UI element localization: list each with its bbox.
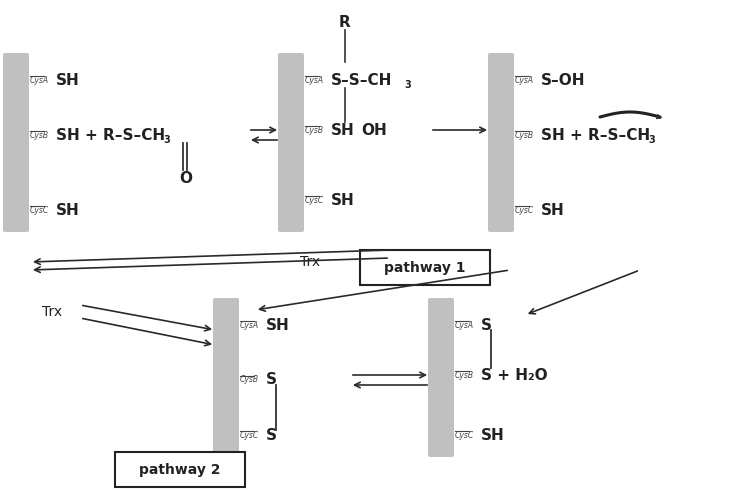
Text: CysC: CysC — [240, 431, 259, 439]
Text: O: O — [179, 170, 192, 186]
Text: S: S — [481, 318, 492, 332]
Text: Trx: Trx — [42, 305, 62, 319]
FancyBboxPatch shape — [278, 53, 304, 232]
Text: OH: OH — [361, 122, 387, 137]
FancyBboxPatch shape — [428, 298, 454, 457]
Text: pathway 1: pathway 1 — [384, 261, 465, 275]
Text: SH: SH — [541, 202, 565, 218]
Text: SH: SH — [481, 428, 505, 442]
FancyBboxPatch shape — [3, 53, 29, 232]
Text: CysC: CysC — [515, 206, 534, 215]
Text: SH + R–S–CH: SH + R–S–CH — [56, 128, 165, 142]
Text: 3: 3 — [404, 80, 411, 90]
Text: S + H₂O: S + H₂O — [481, 367, 548, 382]
Text: CysB: CysB — [515, 131, 534, 139]
Text: SH: SH — [56, 202, 80, 218]
Text: CysC: CysC — [30, 206, 49, 215]
Text: S: S — [266, 428, 277, 442]
Text: SH: SH — [331, 192, 355, 208]
FancyBboxPatch shape — [115, 452, 245, 487]
Text: Trx: Trx — [300, 255, 320, 269]
Text: CysA: CysA — [515, 76, 534, 84]
Text: SH: SH — [266, 318, 290, 332]
Text: 3: 3 — [648, 135, 655, 145]
Text: CysB: CysB — [305, 126, 324, 135]
Text: 3: 3 — [163, 135, 170, 145]
Text: CysB: CysB — [30, 131, 49, 139]
Text: CysC: CysC — [305, 195, 324, 204]
Text: CysA: CysA — [455, 321, 474, 329]
Text: S–OH: S–OH — [541, 73, 586, 87]
Text: pathway 2: pathway 2 — [139, 463, 221, 477]
FancyBboxPatch shape — [488, 53, 514, 232]
Text: CysA: CysA — [305, 76, 324, 84]
FancyBboxPatch shape — [360, 250, 490, 285]
Text: CysA: CysA — [240, 321, 259, 329]
FancyBboxPatch shape — [213, 298, 239, 457]
Text: R: R — [339, 15, 351, 29]
Text: S: S — [266, 373, 277, 387]
Text: CysA: CysA — [30, 76, 49, 84]
Text: SH + R–S–CH: SH + R–S–CH — [541, 128, 650, 142]
Text: CysB: CysB — [240, 376, 259, 384]
Text: SH: SH — [331, 122, 355, 137]
Text: CysB: CysB — [455, 371, 474, 380]
Text: SH: SH — [56, 73, 80, 87]
Text: CysC: CysC — [455, 431, 474, 439]
Text: S–S–CH: S–S–CH — [331, 73, 392, 87]
